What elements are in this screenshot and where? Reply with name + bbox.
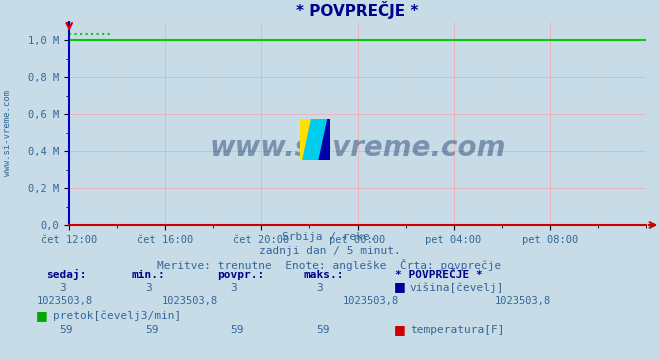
Text: Srbija / reke.: Srbija / reke. <box>282 232 377 242</box>
Text: sedaj:: sedaj: <box>46 269 86 280</box>
Polygon shape <box>303 119 327 160</box>
Text: ■: ■ <box>394 280 406 293</box>
Text: 59: 59 <box>59 325 72 335</box>
Text: ■: ■ <box>394 323 406 336</box>
Text: 59: 59 <box>231 325 244 335</box>
Title: * POVPREČJE *: * POVPREČJE * <box>297 1 418 19</box>
Text: zadnji dan / 5 minut.: zadnji dan / 5 minut. <box>258 246 401 256</box>
Text: višina[čevelj]: višina[čevelj] <box>410 282 504 293</box>
Text: 59: 59 <box>316 325 330 335</box>
Text: 1023503,8: 1023503,8 <box>161 296 217 306</box>
Text: 3: 3 <box>316 283 323 293</box>
Text: 1023503,8: 1023503,8 <box>494 296 550 306</box>
Text: pretok[čevelj3/min]: pretok[čevelj3/min] <box>53 310 181 321</box>
Text: 59: 59 <box>145 325 158 335</box>
Text: 3: 3 <box>59 283 66 293</box>
Text: 3: 3 <box>231 283 237 293</box>
Text: maks.:: maks.: <box>303 270 343 280</box>
Text: temperatura[F]: temperatura[F] <box>410 325 504 335</box>
Text: min.:: min.: <box>132 270 165 280</box>
Text: 3: 3 <box>145 283 152 293</box>
Text: ■: ■ <box>36 309 48 321</box>
Text: 1023503,8: 1023503,8 <box>36 296 92 306</box>
Text: www.si-vreme.com: www.si-vreme.com <box>3 90 13 176</box>
Polygon shape <box>300 119 315 160</box>
Polygon shape <box>315 119 330 160</box>
Text: 1023503,8: 1023503,8 <box>343 296 399 306</box>
Text: www.si-vreme.com: www.si-vreme.com <box>210 134 505 162</box>
Text: * POVPREČJE *: * POVPREČJE * <box>395 270 483 280</box>
Text: povpr.:: povpr.: <box>217 270 265 280</box>
Text: Meritve: trenutne  Enote: angleške  Črta: povprečje: Meritve: trenutne Enote: angleške Črta: … <box>158 259 501 271</box>
